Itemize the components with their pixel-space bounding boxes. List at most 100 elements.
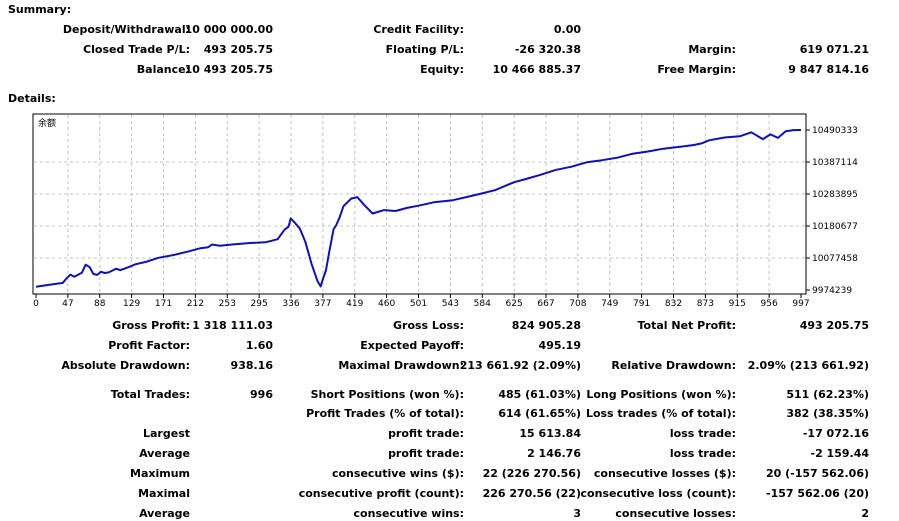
y-tick-label: 10077458 [812, 254, 858, 264]
stat-value-row3-0: 938.16 [230, 359, 273, 372]
stat-value-row7-2: -2 159.44 [810, 447, 870, 460]
x-tick-label: 543 [442, 299, 459, 309]
stat-value-row3-1: 213 661.92 (2.09%) [459, 359, 581, 372]
stat-label-row2-1: Expected Payoff: [360, 339, 464, 352]
stat-value-row2-0: 1.60 [245, 339, 273, 352]
stat-label-row9-2: consecutive loss (count): [580, 487, 736, 500]
x-tick-label: 997 [792, 299, 809, 309]
stat-value-row10-1: 3 [573, 507, 581, 520]
margin-label: Margin: [688, 43, 736, 56]
x-tick-label: 336 [282, 299, 299, 309]
stat-value-row7-1: 2 146.76 [527, 447, 581, 460]
stat-label-row3-0: Absolute Drawdown: [61, 359, 190, 372]
y-tick-label: 10283895 [812, 190, 858, 200]
stat-value-row1-2: 493 205.75 [799, 319, 869, 332]
chart-y-axis: 10490333 10387114 10283895 10180677 10077458… [806, 126, 858, 296]
summary-heading: Summary: [8, 3, 72, 16]
chart-x-axis: 0 47 88 129 171 212 253 295 336 377 419 460 501 543 58… [33, 294, 810, 309]
x-tick-label: 47 [62, 299, 73, 309]
x-tick-label: 625 [506, 299, 523, 309]
deposit-withdrawal-value: 10 000 000.00 [184, 23, 273, 36]
floating-pl-value: -26 320.38 [514, 43, 581, 56]
stat-label-row6-2: loss trade: [669, 427, 736, 440]
x-tick-label: 956 [761, 299, 778, 309]
stat-label-row6-1: profit trade: [388, 427, 464, 440]
x-tick-label: 749 [601, 299, 618, 309]
stat-value-row1-0: 1 318 111.03 [192, 319, 273, 332]
stat-label-row10-1: consecutive wins: [353, 507, 464, 520]
stat-label-row10-2: consecutive losses: [615, 507, 736, 520]
x-tick-label: 667 [537, 299, 554, 309]
stat-label-row4-1: Short Positions (won %): [310, 388, 464, 401]
credit-facility-label: Credit Facility: [373, 23, 464, 36]
balance-series-line [35, 129, 802, 288]
stat-value-row4-1: 485 (61.03%) [498, 388, 581, 401]
deposit-withdrawal-label: Deposit/Withdrawal: [62, 23, 190, 36]
stat-label-row3-2: Relative Drawdown: [611, 359, 736, 372]
credit-facility-value: 0.00 [553, 23, 581, 36]
stat-value-row8-2: 20 (-157 562.06) [766, 467, 869, 480]
x-tick-label: 832 [665, 299, 682, 309]
free-margin-label: Free Margin: [657, 63, 736, 76]
margin-value: 619 071.21 [799, 43, 869, 56]
stat-label-row2-0: Profit Factor: [108, 339, 190, 352]
stat-label-row5-1: Profit Trades (% of total): [306, 407, 464, 420]
y-tick-label: 10180677 [812, 222, 858, 232]
stat-value-row5-1: 614 (61.65%) [498, 407, 581, 420]
x-tick-label: 88 [94, 299, 106, 309]
balance-label: Balance: [136, 63, 190, 76]
stat-label-row8-2: consecutive losses ($): [593, 467, 736, 480]
x-tick-label: 708 [569, 299, 586, 309]
stat-label-row8-0: Maximum [130, 467, 190, 480]
stat-label-row5-2: Loss trades (% of total): [585, 407, 736, 420]
stat-value-row6-2: -17 072.16 [802, 427, 869, 440]
chart-plot-area [32, 113, 807, 295]
stat-label-row7-2: loss trade: [669, 447, 736, 460]
stat-value-row9-1: 226 270.56 (22) [482, 487, 581, 500]
x-tick-label: 584 [474, 299, 491, 309]
stat-value-row9-2: -157 562.06 (20) [766, 487, 869, 500]
x-tick-label: 0 [33, 299, 39, 309]
details-heading: Details: [8, 92, 56, 105]
x-tick-label: 129 [123, 299, 140, 309]
floating-pl-label: Floating P/L: [385, 43, 464, 56]
stat-label-row8-1: consecutive wins ($): [331, 467, 464, 480]
stat-label-row7-0: Average [139, 447, 190, 460]
chart-title: 余额 [38, 117, 56, 129]
y-tick-label: 10387114 [812, 158, 858, 168]
stat-label-row4-2: Long Positions (won %): [586, 388, 736, 401]
stat-value-row10-2: 2 [861, 507, 869, 520]
x-tick-label: 419 [346, 299, 363, 309]
stat-value-row2-1: 495.19 [538, 339, 581, 352]
x-tick-label: 915 [729, 299, 746, 309]
x-tick-label: 295 [251, 299, 268, 309]
equity-label: Equity: [420, 63, 464, 76]
stat-label-row1-0: Gross Profit: [112, 319, 190, 332]
x-tick-label: 171 [155, 299, 172, 309]
stat-label-row7-1: profit trade: [388, 447, 464, 460]
stat-label-row10-0: Average [139, 507, 190, 520]
stat-label-row1-1: Gross Loss: [393, 319, 464, 332]
stat-label-row3-1: Maximal Drawdown: [338, 359, 464, 372]
stat-value-row5-2: 382 (38.35%) [786, 407, 869, 420]
x-tick-label: 377 [314, 299, 331, 309]
x-tick-label: 253 [219, 299, 236, 309]
equity-value: 10 466 885.37 [492, 63, 581, 76]
stat-label-row1-2: Total Net Profit: [637, 319, 737, 332]
stat-label-row9-1: consecutive profit (count): [298, 487, 464, 500]
stat-value-row1-1: 824 905.28 [511, 319, 581, 332]
x-tick-label: 460 [378, 299, 395, 309]
x-tick-label: 873 [697, 299, 714, 309]
stat-value-row3-2: 2.09% (213 661.92) [747, 359, 869, 372]
stat-value-row8-1: 22 (226 270.56) [482, 467, 581, 480]
y-tick-label: 10490333 [812, 126, 858, 136]
stat-value-row4-2: 511 (62.23%) [786, 388, 869, 401]
closed-trade-pl-value: 493 205.75 [203, 43, 273, 56]
stat-label-row6-0: Largest [143, 427, 190, 440]
stat-label-row9-0: Maximal [138, 487, 190, 500]
y-tick-label: 9974239 [812, 286, 852, 296]
stat-value-row4-0: 996 [250, 388, 273, 401]
stat-label-row4-0: Total Trades: [110, 388, 190, 401]
x-tick-label: 212 [187, 299, 204, 309]
